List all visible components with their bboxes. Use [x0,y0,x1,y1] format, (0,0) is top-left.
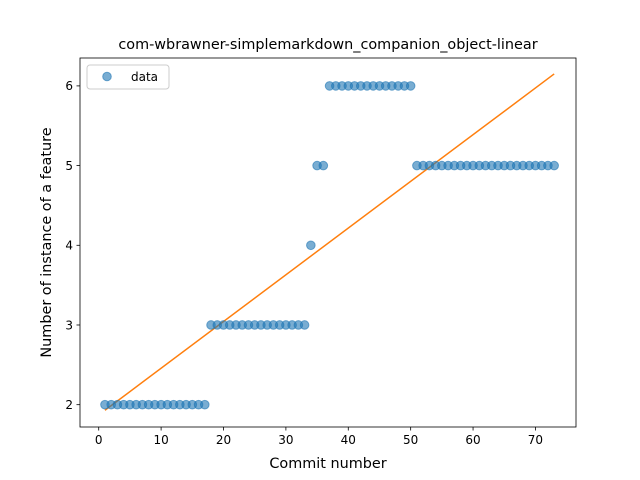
x-tick-label: 0 [95,433,103,447]
axes-frame [79,57,577,428]
x-tick-label: 60 [465,433,480,447]
y-axis: 2 3 4 5 6 [65,79,80,412]
data-point [199,399,210,410]
data-point [549,160,559,171]
legend-box [86,64,170,90]
x-tick-label: 20 [216,433,231,447]
fit-line [104,73,555,411]
y-tick-label: 6 [65,79,73,93]
data-point [306,240,316,251]
x-axis-label: Commit number [269,456,386,472]
x-tick-label: 70 [528,433,543,447]
x-tick-label: 10 [153,433,168,447]
data-point [299,320,310,330]
y-tick-label: 2 [65,398,73,412]
chart-title: com-wbrawner-simplemarkdown_companion_ob… [118,37,537,53]
data-point [318,160,329,171]
fit-line-group [104,73,555,411]
x-tick-label: 30 [278,433,293,447]
y-tick-label: 4 [65,239,73,253]
y-tick-label: 3 [65,318,73,332]
data-points [100,81,559,410]
y-tick-label: 5 [65,159,73,173]
data-point [405,81,416,91]
x-axis: 0 10 20 30 40 50 60 70 [95,427,543,447]
legend-label-data: data [131,70,158,84]
x-tick-label: 50 [403,433,418,447]
legend-marker-data [102,71,112,82]
x-tick-label: 40 [341,433,356,447]
y-axis-label: Number of instance of a feature [39,127,55,357]
legend: data [86,64,170,90]
